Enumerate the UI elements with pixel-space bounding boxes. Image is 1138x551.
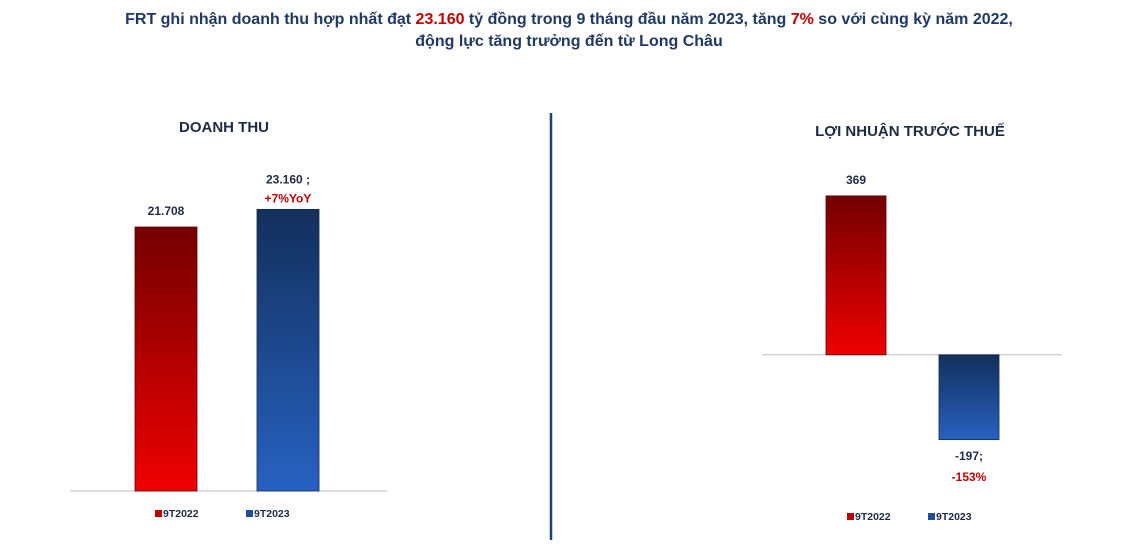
bar: [256, 208, 320, 492]
headline-text: 23.160: [415, 11, 465, 28]
value-note: -153%: [952, 470, 987, 484]
chart-title: DOANH THU: [179, 119, 269, 136]
legend-swatch: [155, 510, 162, 517]
headline-line: động lực tăng trưởng đến từ Long Châu: [0, 31, 1138, 53]
legend-label: 9T2022: [163, 508, 199, 520]
headline-text: FRT ghi nhận doanh thu hợp nhất đạt: [125, 11, 416, 28]
legend-swatch: [847, 513, 854, 520]
value-label: 369: [846, 173, 866, 187]
bar: [134, 226, 198, 492]
legend-swatch: [928, 513, 935, 520]
headline-text: tỷ đồng trong 9 tháng đầu năm 2023, tăng: [464, 11, 791, 28]
bar: [825, 195, 887, 356]
legend-swatch: [246, 510, 253, 517]
headline-text: 7%: [790, 11, 814, 28]
headline-text: động lực tăng trưởng đến từ Long Châu: [415, 33, 723, 50]
legend-label: 9T2023: [254, 508, 290, 520]
value-label: 21.708: [148, 204, 185, 218]
chart-title: LỢI NHUẬN TRƯỚC THUẾ: [815, 122, 1005, 140]
bar: [938, 354, 1000, 441]
headline-text: so với cùng kỳ năm 2022,: [813, 11, 1013, 28]
value-label: 23.160 ;: [266, 173, 310, 187]
value-note: +7%YoY: [265, 192, 312, 206]
headline-line: FRT ghi nhận doanh thu hợp nhất đạt 23.1…: [0, 9, 1138, 31]
legend-label: 9T2022: [855, 511, 891, 523]
headline: FRT ghi nhận doanh thu hợp nhất đạt 23.1…: [0, 9, 1138, 53]
legend-label: 9T2023: [936, 511, 972, 523]
value-label: -197;: [955, 449, 983, 463]
